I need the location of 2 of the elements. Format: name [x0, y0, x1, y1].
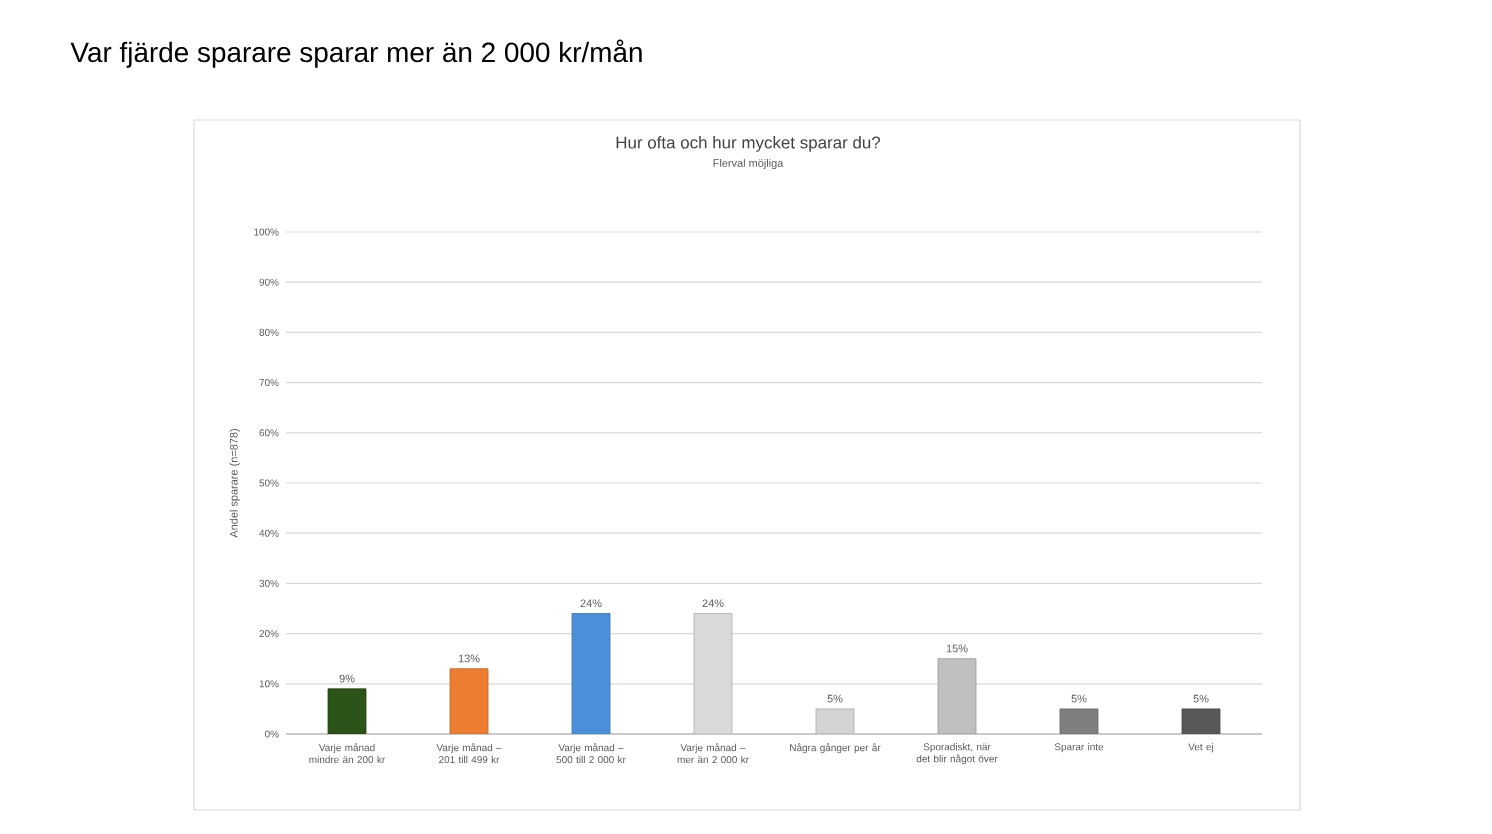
chart-subtitle: Hur ofta och hur mycket sparar du?: [616, 136, 881, 152]
chart-title: Var fjärde sparare sparar mer än 2 000 kr/mån: [70, 39, 642, 68]
